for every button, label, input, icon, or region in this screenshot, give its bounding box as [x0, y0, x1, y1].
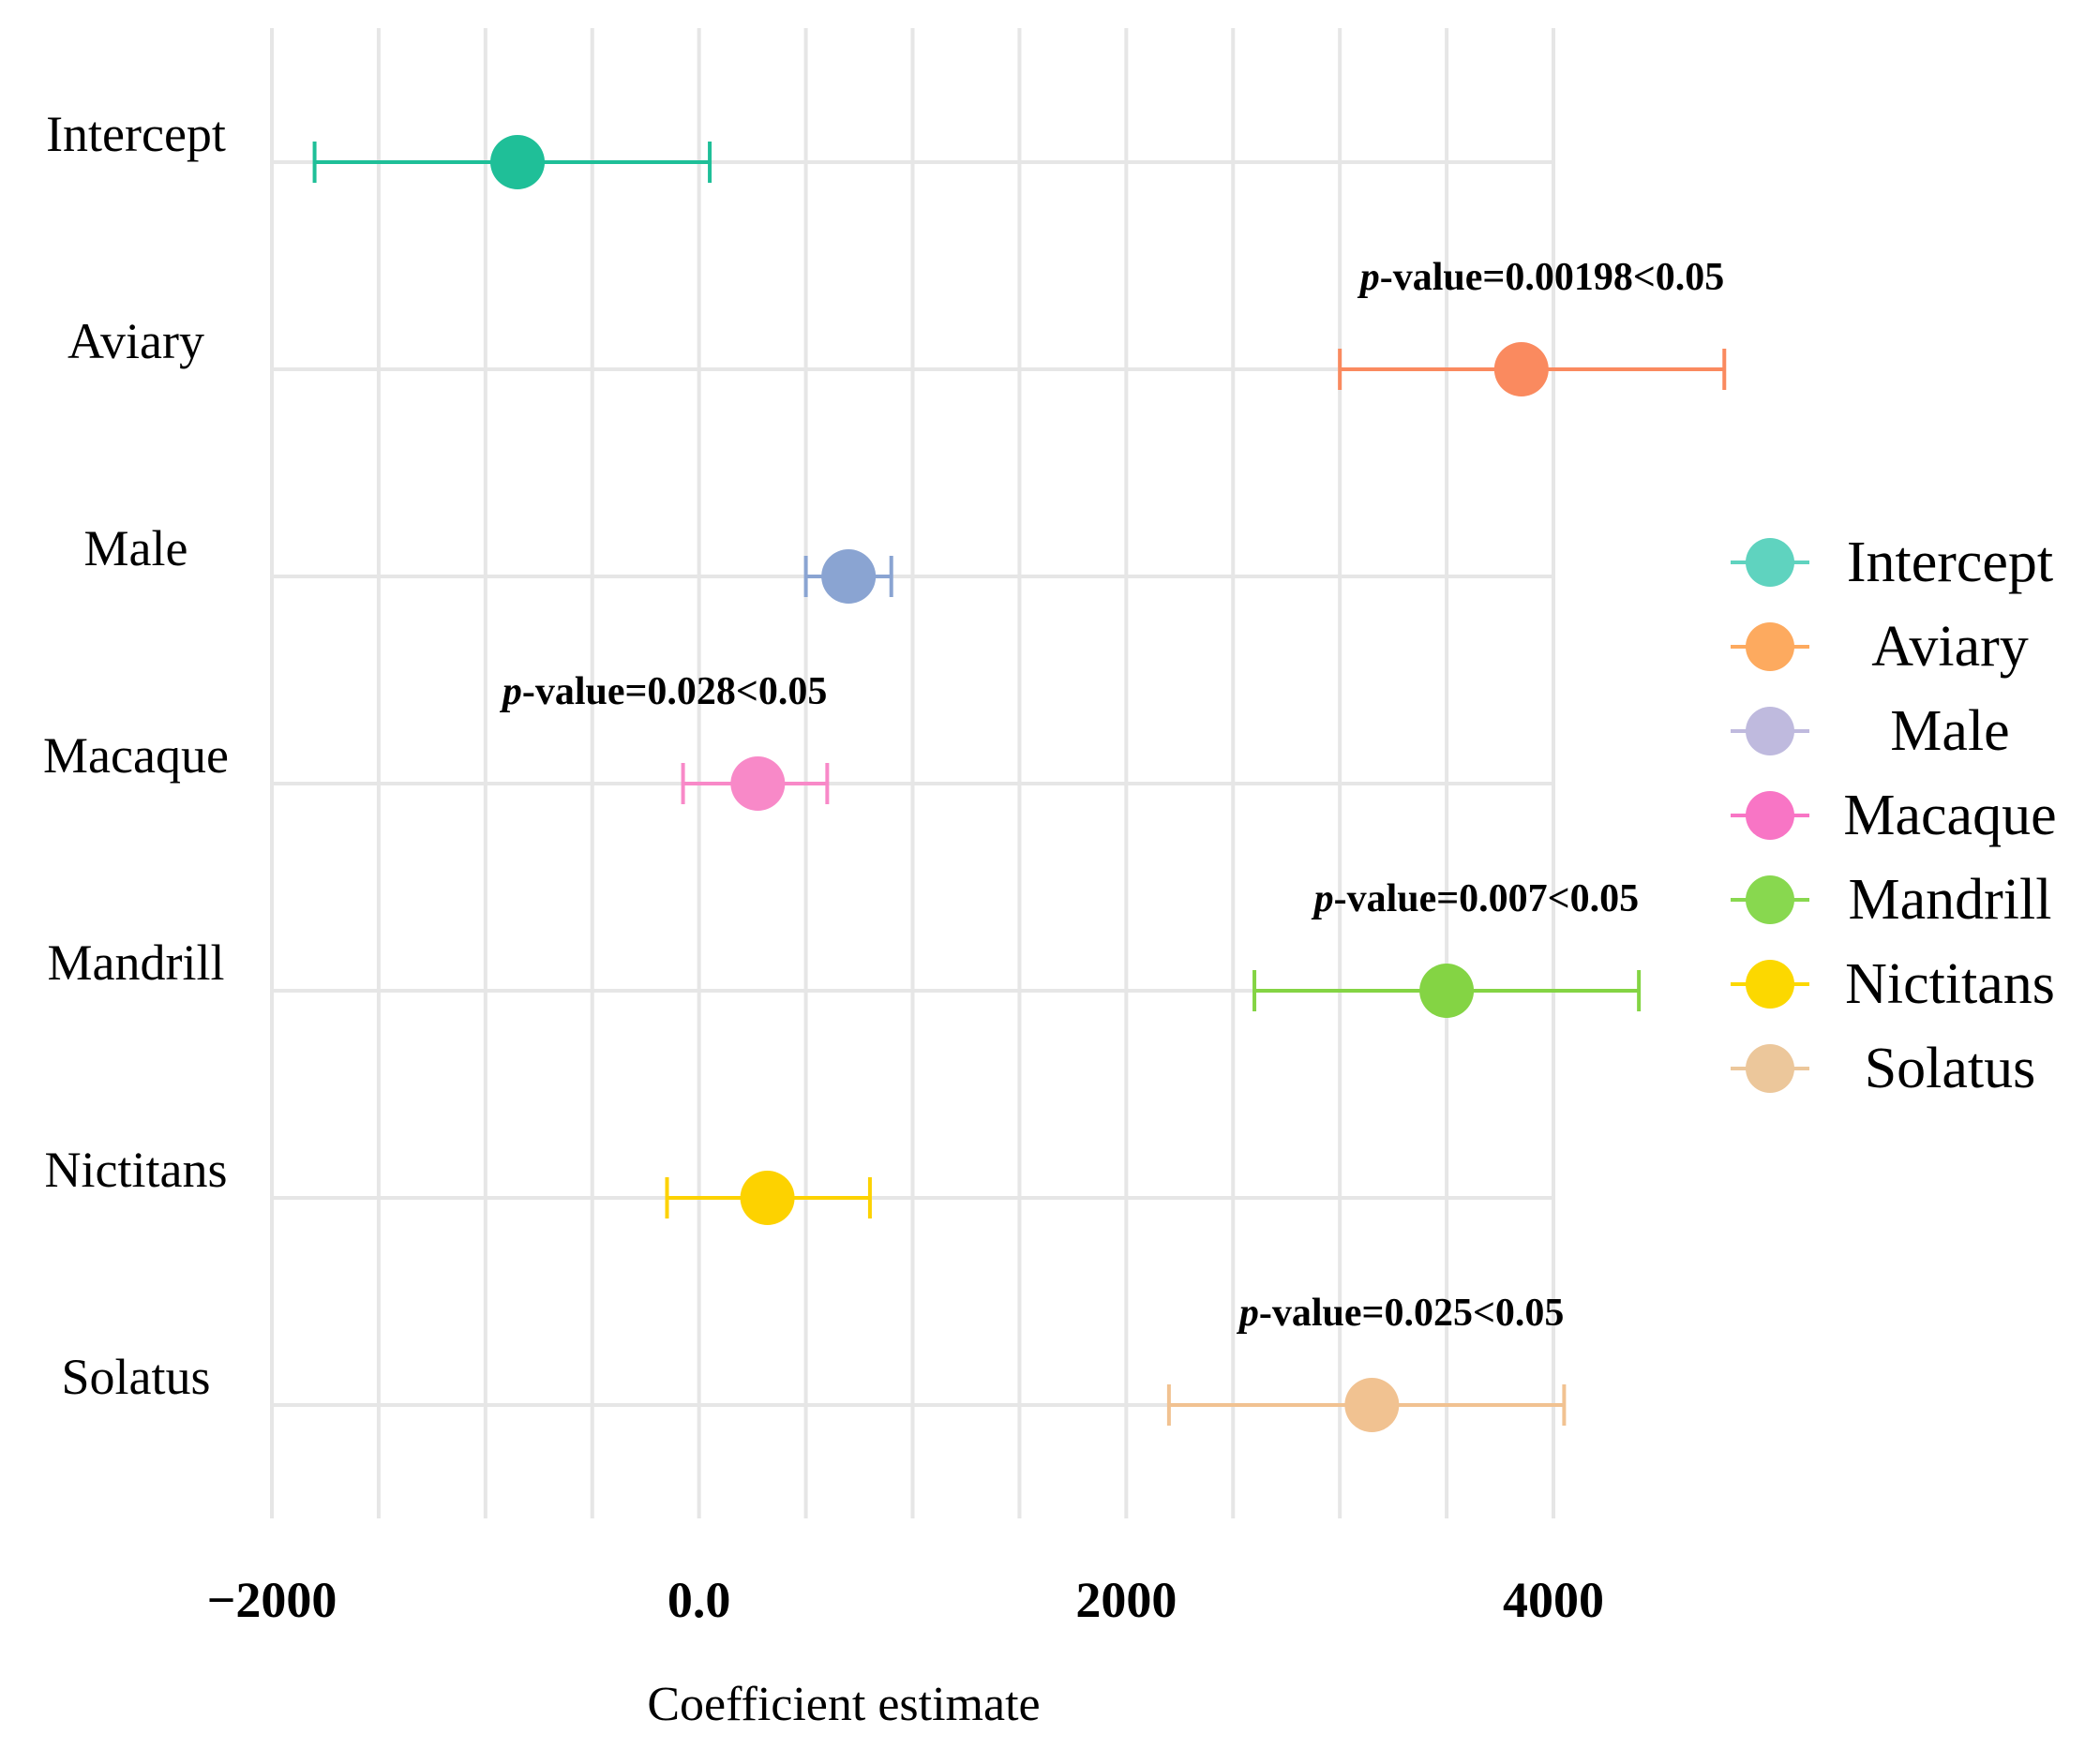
legend-item-solatus: Solatus	[1731, 1037, 2035, 1100]
p-value-annotation-mandrill: p-value=0.007<0.05	[1312, 877, 1640, 920]
x-axis-tick-labels: −2000 0.0 2000 4000	[207, 1572, 1604, 1628]
point-mandrill	[1419, 964, 1475, 1018]
category-labels: Intercept Aviary Male Macaque Mandrill Nictit…	[43, 106, 229, 1405]
point-intercept	[490, 135, 546, 189]
legend-label-nictitans: Nictitans	[1845, 952, 2055, 1016]
x-tick-label: 2000	[1075, 1572, 1177, 1628]
p-value-annotation-solatus: p-value=0.025<0.05	[1237, 1292, 1565, 1335]
category-label-male: Male	[84, 520, 188, 576]
estimate-nictitans	[665, 1171, 872, 1225]
estimate-mandrill	[1252, 964, 1642, 1018]
category-label-macaque: Macaque	[43, 727, 229, 784]
legend: Intercept Aviary Male Macaque Mandrill Nictit…	[1731, 531, 2057, 1100]
point-nictitans	[740, 1171, 795, 1225]
x-tick-label: −2000	[207, 1572, 338, 1628]
legend-item-intercept: Intercept	[1731, 531, 2053, 594]
point-aviary	[1493, 342, 1549, 396]
estimate-male	[803, 549, 893, 604]
point-macaque	[730, 756, 786, 811]
legend-swatch-solatus	[1746, 1044, 1794, 1093]
category-label-nictitans: Nictitans	[45, 1142, 228, 1198]
estimate-solatus	[1166, 1378, 1567, 1432]
p-value-annotation-aviary: p-value=0.00198<0.05	[1358, 256, 1725, 299]
category-label-intercept: Intercept	[46, 106, 226, 162]
estimate-marks	[312, 135, 1727, 1432]
legend-item-macaque: Macaque	[1731, 784, 2057, 847]
estimate-macaque	[681, 756, 830, 811]
vertical-gridlines	[270, 28, 1555, 1518]
legend-item-male: Male	[1731, 699, 2010, 763]
legend-label-intercept: Intercept	[1847, 531, 2053, 594]
p-value-annotation-macaque: p-value=0.028<0.05	[500, 670, 828, 713]
legend-item-aviary: Aviary	[1731, 615, 2029, 679]
category-label-solatus: Solatus	[61, 1349, 210, 1405]
legend-label-mandrill: Mandrill	[1849, 868, 2052, 932]
legend-swatch-nictitans	[1746, 960, 1794, 1009]
estimate-aviary	[1338, 342, 1727, 396]
legend-label-male: Male	[1890, 699, 2009, 763]
legend-swatch-male	[1746, 707, 1794, 755]
legend-label-aviary: Aviary	[1871, 615, 2029, 679]
category-label-mandrill: Mandrill	[48, 934, 225, 991]
x-tick-label: 0.0	[668, 1572, 731, 1628]
legend-item-nictitans: Nictitans	[1731, 952, 2055, 1016]
legend-item-mandrill: Mandrill	[1731, 868, 2051, 932]
legend-swatch-aviary	[1746, 622, 1794, 671]
legend-swatch-intercept	[1746, 538, 1794, 587]
x-axis-title: Coefficient estimate	[647, 1678, 1040, 1731]
legend-label-solatus: Solatus	[1865, 1037, 2036, 1100]
legend-label-macaque: Macaque	[1843, 784, 2056, 847]
legend-swatch-macaque	[1746, 791, 1794, 840]
point-solatus	[1344, 1378, 1400, 1432]
category-label-aviary: Aviary	[68, 313, 204, 369]
p-value-annotations: p-value=0.00198<0.05 p-value=0.028<0.05 p-…	[500, 256, 1724, 1335]
estimate-intercept	[312, 135, 712, 189]
point-male	[821, 549, 877, 604]
legend-swatch-mandrill	[1746, 875, 1794, 924]
x-tick-label: 4000	[1503, 1572, 1604, 1628]
